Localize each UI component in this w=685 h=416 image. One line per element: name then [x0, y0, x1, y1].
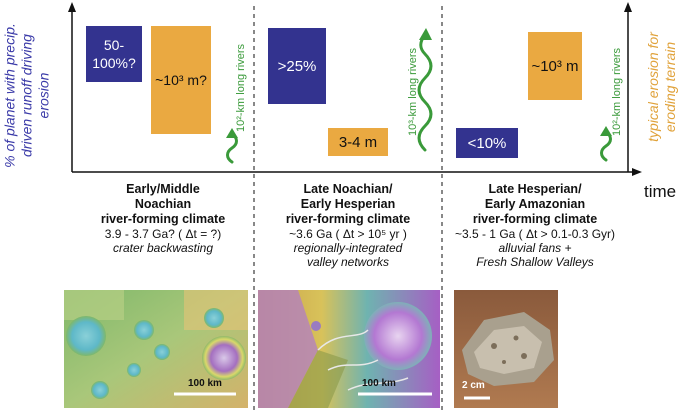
- era-block-1: Early/Middle Noachian river-forming clim…: [72, 182, 254, 255]
- river-arrowhead-1: [226, 128, 238, 138]
- era-block-2: Late Noachian/ Early Hesperian river-for…: [254, 182, 442, 269]
- era-title-3-line2: Early Amazonian: [484, 197, 586, 211]
- scale-label-2: 100 km: [362, 378, 396, 389]
- image-noachian-craters: 100 km: [64, 290, 248, 408]
- x-axis-label: time: [644, 182, 677, 201]
- era-age-1: 3.9 - 3.7 Ga? ( Δt = ?): [104, 227, 222, 241]
- era-title-2-line1: Late Noachian/: [303, 182, 393, 196]
- river-label-3: 10²-km long rivers: [611, 47, 623, 137]
- image-rock-outcrop-svg: [454, 290, 558, 408]
- y-axis-left-arrow: [68, 2, 76, 12]
- y-axis-left-label: % of planet with precip. driven runoff d…: [1, 23, 52, 168]
- scale-label-3: 2 cm: [462, 380, 485, 391]
- era-title-1-line3: river-forming climate: [100, 212, 226, 226]
- y-axis-right-label: typical erosion for eroding terrain: [645, 32, 678, 142]
- percent-box-1: 50-100%?: [86, 26, 142, 82]
- era-title-2-line3: river-forming climate: [285, 212, 411, 226]
- erosion-box-3: ~10³ m: [528, 32, 582, 100]
- image-rock-outcrop: 2 cm: [454, 290, 558, 408]
- image-valley-networks-svg: [258, 290, 440, 408]
- river-arrowhead-2: [419, 28, 432, 40]
- era-desc-3-line2: Fresh Shallow Valleys: [476, 255, 594, 269]
- y-axis-right-arrow: [624, 2, 632, 12]
- era-title-1-line2: Noachian: [134, 197, 192, 211]
- image-valley-networks: 100 km: [258, 290, 440, 408]
- era-desc-2-line1: regionally-integrated: [293, 241, 403, 255]
- percent-box-3: <10%: [456, 128, 518, 158]
- river-arrow-3: [600, 130, 612, 162]
- era-age-3: ~3.5 - 1 Ga ( Δt > 0.1-0.3 Gyr): [454, 227, 616, 241]
- river-label-2: 10³-km long rivers: [407, 47, 419, 137]
- x-axis-arrow: [632, 168, 642, 176]
- era-block-3: Late Hesperian/ Early Amazonian river-fo…: [442, 182, 628, 269]
- era-title-3-line3: river-forming climate: [472, 212, 598, 226]
- river-arrowhead-3: [600, 126, 612, 136]
- erosion-box-1: ~10³ m?: [151, 26, 211, 134]
- era-desc-1: crater backwasting: [112, 241, 214, 255]
- era-desc-3-line1: alluvial fans +: [498, 241, 572, 255]
- percent-box-2: >25%: [268, 28, 326, 104]
- river-label-1: 10²-km long rivers: [235, 43, 247, 133]
- era-title-1-line1: Early/Middle: [126, 182, 200, 196]
- erosion-box-2: 3-4 m: [328, 128, 388, 156]
- era-age-2: ~3.6 Ga ( Δt > 10⁵ yr ): [289, 227, 407, 241]
- era-title-2-line2: Early Hesperian: [300, 197, 396, 211]
- scale-label-1: 100 km: [188, 378, 222, 389]
- image-noachian-craters-svg: [64, 290, 248, 408]
- era-title-3-line1: Late Hesperian/: [488, 182, 582, 196]
- river-arrow-2: [417, 34, 433, 152]
- era-desc-2-line2: valley networks: [306, 255, 390, 269]
